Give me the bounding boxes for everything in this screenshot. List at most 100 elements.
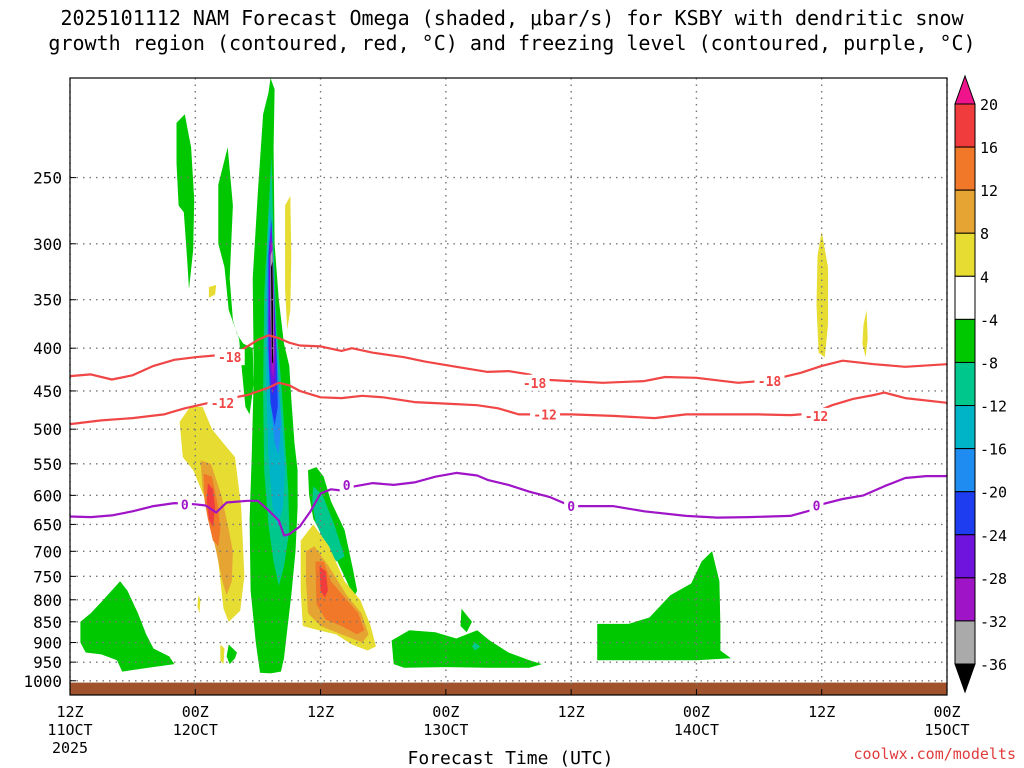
colorbar-label-0: 20 — [980, 96, 998, 114]
colorbar-label-9: -20 — [980, 484, 1007, 502]
contour-label-bg-2-3 — [809, 497, 824, 514]
colorbar-bin-10 — [954, 491, 976, 536]
contour-label-bg-1-1 — [530, 406, 561, 423]
omega-region-6 — [391, 630, 542, 668]
colorbar-label-3: 8 — [980, 225, 989, 243]
colorbar-bin-11 — [954, 534, 976, 579]
contour-label-0-0: -18 — [218, 351, 242, 366]
colorbar-label-4: 4 — [980, 268, 989, 286]
omega-region-23 — [220, 644, 225, 665]
y-tick-label-1000: 1000 — [23, 672, 62, 691]
contour-label-bg-1-0 — [207, 394, 238, 411]
colorbar-bin-6 — [954, 318, 976, 363]
omega-region-11 — [472, 642, 481, 651]
colorbar-bin-8 — [954, 405, 976, 450]
omega-region-22 — [197, 595, 201, 614]
contour-label-bg-2-0 — [177, 496, 192, 513]
colorbar-label-12: -32 — [980, 613, 1007, 631]
omega-region-31 — [206, 483, 216, 528]
omega-region-33 — [350, 613, 359, 629]
contour-label-bg-0-2 — [754, 373, 785, 390]
colorbar-label-5: -4 — [980, 311, 998, 329]
contour-label-2-0: 0 — [181, 498, 189, 513]
x-tick-label-0: 12Z — [56, 703, 83, 721]
colorbar-arrow-top — [954, 74, 976, 105]
y-tick-label-650: 650 — [33, 515, 62, 534]
x-tick-label-48: 12Z — [558, 703, 585, 721]
contour-label-2-2: 0 — [567, 500, 575, 515]
omega-region-32 — [319, 566, 328, 598]
omega-region-10 — [312, 486, 345, 562]
colorbar-bin-5 — [954, 275, 976, 320]
colorbar-bin-7 — [954, 361, 976, 407]
contour-label-1-0: -12 — [211, 397, 234, 412]
y-tick-label-900: 900 — [33, 634, 62, 653]
y-tick-label-700: 700 — [33, 542, 62, 561]
x-tick-sublabel-60: 14OCT — [674, 721, 719, 739]
contour-line-2 — [69, 471, 947, 537]
y-tick-label-250: 250 — [33, 169, 62, 188]
y-tick-label-850: 850 — [33, 613, 62, 632]
colorbar-label-7: -12 — [980, 398, 1007, 416]
omega-region-19 — [285, 196, 292, 330]
colorbar-label-13: -36 — [980, 656, 1007, 674]
colorbar-bin-9 — [954, 448, 976, 493]
colorbar-bin-4 — [954, 232, 976, 277]
y-tick-label-550: 550 — [33, 455, 62, 474]
y-tick-label-350: 350 — [33, 291, 62, 310]
terrain-band — [70, 682, 947, 695]
y-tick-label-600: 600 — [33, 486, 62, 505]
contour-label-bg-1-2 — [801, 407, 832, 424]
contour-label-0-1: -18 — [523, 377, 547, 392]
y-tick-label-750: 750 — [33, 567, 62, 586]
colorbar-bin-12 — [954, 577, 976, 622]
colorbar-arrow-bottom — [954, 663, 976, 694]
colorbar-label-10: -24 — [980, 527, 1007, 545]
omega-region-8 — [597, 551, 731, 661]
y-tick-label-400: 400 — [33, 339, 62, 358]
omega-region-26 — [862, 310, 868, 358]
colorbar-bin-3 — [954, 189, 976, 234]
x-tick-label-84: 00Z — [933, 703, 960, 721]
x-tick-sublabel-12: 12OCT — [173, 721, 218, 739]
colorbar-label-11: -28 — [980, 570, 1007, 588]
plot-area — [70, 78, 947, 695]
colorbar-label-2: 12 — [980, 182, 998, 200]
omega-region-5 — [226, 644, 237, 665]
contour-label-bg-2-2 — [564, 498, 579, 515]
y-tick-label-500: 500 — [33, 420, 62, 439]
omega-region-0 — [176, 114, 195, 290]
x-tick-label-36: 00Z — [432, 703, 459, 721]
x-tick-sublabel-0: 11OCT — [47, 721, 92, 739]
omega-region-7 — [460, 608, 472, 633]
x-tick-label-12: 00Z — [182, 703, 209, 721]
colorbar-label-8: -16 — [980, 441, 1007, 459]
colorbar-bin-13 — [954, 620, 976, 665]
contour-label-1-1: -12 — [533, 408, 556, 423]
x-tick-label-72: 12Z — [808, 703, 835, 721]
contour-label-1-2: -12 — [805, 410, 828, 425]
y-tick-label-450: 450 — [33, 382, 62, 401]
omega-region-20 — [208, 284, 217, 298]
omega-region-25 — [816, 231, 828, 358]
y-tick-label-950: 950 — [33, 653, 62, 672]
chart-title-line-1: 2025101112 NAM Forecast Omega (shaded, μ… — [60, 6, 964, 30]
omega-region-4 — [80, 581, 175, 672]
colorbar-label-6: -8 — [980, 354, 998, 372]
chart-title-line-2: growth region (contoured, red, °C) and f… — [48, 31, 976, 55]
x-tick-sublabel-36: 13OCT — [423, 721, 468, 739]
plot-frame — [69, 77, 948, 696]
x-axis-label: Forecast Time (UTC) — [408, 748, 614, 768]
x-tick-sublabel2-0: 2025 — [52, 739, 88, 757]
y-tick-label-300: 300 — [33, 235, 62, 254]
contour-label-0-2: -18 — [758, 375, 782, 390]
x-tick-sublabel-84: 15OCT — [924, 721, 969, 739]
colorbar-label-1: 16 — [980, 139, 998, 157]
x-tick-label-60: 00Z — [683, 703, 710, 721]
colorbar-bin-1 — [954, 103, 976, 148]
y-tick-label-800: 800 — [33, 591, 62, 610]
contour-label-bg-0-0 — [214, 349, 245, 366]
contour-label-2-3: 0 — [813, 500, 821, 515]
